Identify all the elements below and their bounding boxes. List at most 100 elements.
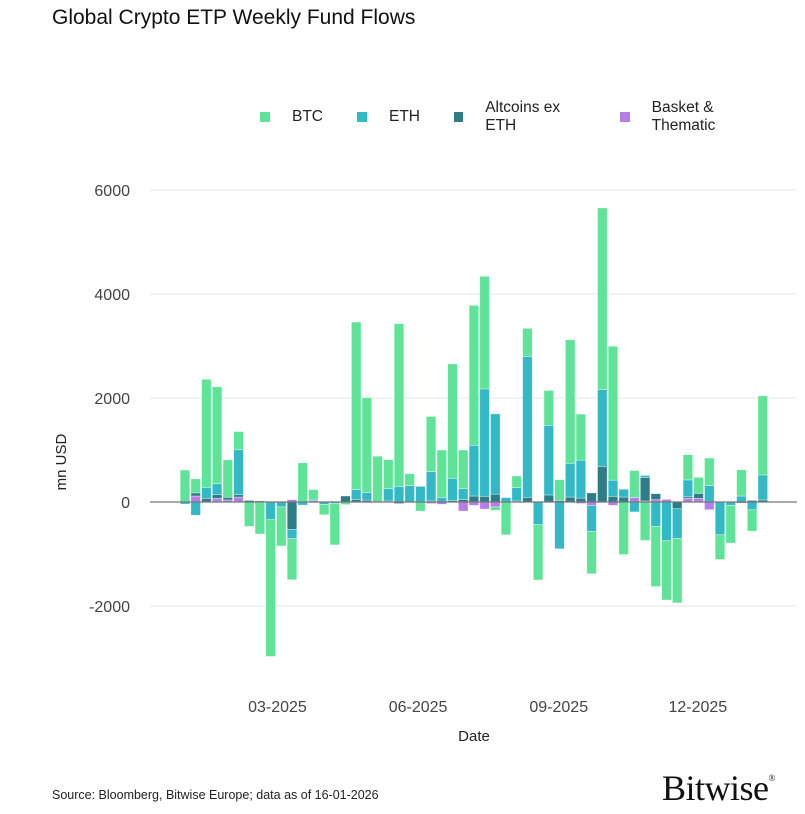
bar-altcoins-ex-eth [693,493,704,499]
x-tick-label: 03-2025 [248,699,307,716]
bar-eth [425,471,437,502]
legend-swatch [260,112,270,122]
bar-eth [607,479,619,497]
bar-btc [682,454,693,481]
legend: BTC ETH Altcoins ex ETH Basket & Thematic [260,99,805,135]
x-axis-label: Date [458,728,490,745]
bar-altcoins-ex-eth [490,493,501,503]
bar-altcoins-ex-eth [618,496,629,503]
bar-btc [447,363,458,479]
bar-eth [565,462,576,498]
bar-btc [500,501,512,536]
bar-altcoins-ex-eth [340,495,351,503]
bar-btc [725,505,736,544]
bar-altcoins-ex-eth [479,495,490,503]
bar-btc [383,459,394,490]
bar-eth [618,488,629,498]
bar-btc [190,478,201,494]
bar-altcoins-ex-eth [468,495,480,503]
legend-label: ETH [389,108,420,125]
bar-btc [586,531,597,575]
bar-eth [276,501,287,508]
bar-btc [757,395,768,476]
bar-btc [372,455,383,503]
bar-btc [607,345,619,481]
bar-eth [415,486,426,503]
bar-btc [329,503,340,546]
bar-eth [650,501,661,527]
bar-eth [233,449,244,496]
bar-basket-thematic [490,501,501,508]
x-tick-label: 09-2025 [529,699,588,716]
bar-eth [575,459,586,499]
bar-btc [265,519,276,657]
bar-btc [704,457,715,486]
bar-eth [201,487,212,499]
bar-altcoins-ex-eth [639,477,651,502]
bar-eth [383,488,394,502]
bar-btc [222,459,233,498]
bar-btc [212,386,223,485]
bar-altcoins-ex-eth [672,501,683,510]
bar-eth [757,474,768,501]
registered-mark: ® [768,773,776,783]
bar-eth [672,508,683,539]
bar-eth [190,501,201,516]
bar-altcoins-ex-eth [286,501,298,530]
bar-btc [597,207,608,390]
bar-btc [650,526,661,587]
bar-eth [361,492,373,501]
bar-btc [746,509,758,532]
legend-item: Basket & Thematic [620,99,771,135]
y-tick-label: 2000 [94,391,130,408]
bar-eth [458,488,469,500]
bar-btc [575,413,586,461]
bar-eth [522,356,533,498]
bar-eth [351,489,362,500]
legend-swatch [357,112,367,122]
bar-basket-thematic [479,501,490,510]
bar-altcoins-ex-eth [190,492,201,497]
logo-text: Bitwise [662,768,769,808]
legend-swatch [454,112,464,122]
bar-eth [714,501,726,536]
bar-eth [532,501,544,525]
bar-btc [629,470,640,498]
bar-altcoins-ex-eth [650,493,661,500]
y-tick-label: 0 [121,495,130,512]
bar-btc [672,538,683,604]
bar-btc [543,390,554,426]
bar-eth [746,501,758,511]
bar-eth [629,501,640,513]
bar-btc [693,476,704,494]
bar-btc [618,501,629,555]
y-tick-label: 4000 [94,287,130,304]
bar-eth [704,485,715,503]
y-axis-label: mn USD [53,434,70,491]
bar-altcoins-ex-eth [212,494,223,499]
bar-eth [265,501,276,520]
bar-btc [361,397,373,493]
bar-btc [468,305,480,446]
bar-btc [254,501,266,535]
bar-btc [244,501,255,527]
legend-item: Altcoins ex ETH [454,99,586,135]
bar-btc [736,469,747,497]
bar-altcoins-ex-eth [586,492,597,503]
y-tick-label: -2000 [89,599,130,616]
bar-eth [286,528,298,539]
bar-altcoins-ex-eth [543,494,554,503]
bar-btc [511,475,522,488]
bar-basket-thematic [233,496,244,503]
bar-eth [393,486,405,503]
bar-altcoins-ex-eth [597,466,608,503]
bar-btc [554,479,565,501]
bar-btc [393,323,405,487]
legend-label: Altcoins ex ETH [485,99,561,134]
bar-btc [714,534,726,560]
legend-label: BTC [292,108,323,125]
bar-btc [233,431,244,451]
bar-btc [639,501,651,541]
bar-eth [511,487,522,502]
